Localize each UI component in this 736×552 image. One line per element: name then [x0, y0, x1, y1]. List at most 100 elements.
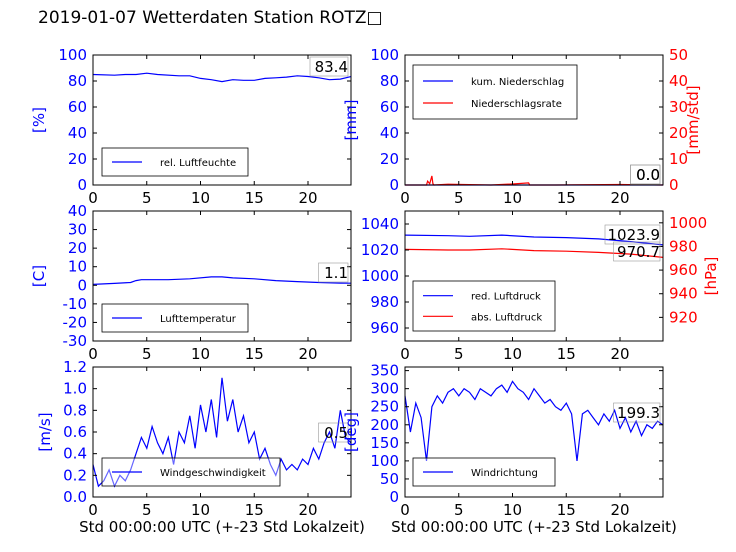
x-axis-label: Std 00:00:00 UTC (+-23 Std Lokalzeit) — [391, 518, 677, 536]
last-value: 1.1 — [324, 264, 348, 282]
series-line — [92, 377, 352, 488]
x-tick-label: 10 — [503, 501, 522, 519]
x-tick-label: 20 — [298, 345, 317, 363]
last-value-box — [309, 56, 349, 77]
series-line — [404, 234, 664, 246]
y-tick-label: 0 — [77, 176, 87, 194]
y-tick-label: 1000 — [361, 267, 399, 285]
y2-tick-label: 0 — [669, 176, 679, 194]
last-value-secondary: 0.0 — [636, 166, 660, 184]
y2-axis-label: [hPa] — [702, 257, 720, 296]
y2-tick-label: 1000 — [669, 214, 707, 232]
y2-tick-label: 20 — [669, 124, 688, 142]
x-tick-label: 15 — [245, 501, 264, 519]
y-tick-label: 0.8 — [63, 401, 87, 419]
chart-humidity: 0 5 10 15 20 0 20 40 60 80 100 [%] rel. Luftfeuchte 8… — [30, 46, 352, 207]
y-tick-label: 30 — [68, 221, 87, 239]
series-line — [404, 248, 664, 258]
last-value-secondary: 970.7 — [617, 243, 660, 261]
y2-tick-label: 40 — [669, 72, 688, 90]
y-tick-label: 60 — [68, 98, 87, 116]
series-line — [405, 175, 664, 186]
x-tick-label: 5 — [142, 345, 152, 363]
y-tick-label: 0 — [389, 176, 399, 194]
x-tick-label: 10 — [503, 189, 522, 207]
x-tick-label: 15 — [557, 189, 576, 207]
y-axis-label: [deg] — [342, 412, 360, 452]
x-tick-label: 20 — [298, 501, 317, 519]
y-tick-label: 200 — [370, 416, 399, 434]
y-tick-label: 0 — [77, 276, 87, 294]
plot-frame — [92, 54, 352, 186]
y-axis-label: [m/s] — [36, 412, 54, 451]
x-tick-label: 0 — [88, 501, 98, 519]
y-tick-label: 10 — [68, 258, 87, 276]
y-tick-label: 0.4 — [63, 445, 87, 463]
x-tick-label: 10 — [191, 189, 210, 207]
y-tick-label: -30 — [63, 332, 88, 350]
x-tick-label: 5 — [454, 501, 464, 519]
y-tick-label: 80 — [380, 72, 399, 90]
x-tick-label: 20 — [610, 501, 629, 519]
legend-label: Lufttemperatur — [160, 314, 237, 325]
legend-box — [412, 280, 556, 332]
legend-label: red. Luftdruck — [471, 292, 541, 303]
legend-label: Windrichtung — [471, 468, 538, 479]
chart-temperature: 0 5 10 15 20-30-20-10010203040[C]Lufttempera… — [30, 202, 352, 363]
y-tick-label: 100 — [370, 46, 399, 64]
y-axis-label: [mm] — [342, 100, 360, 141]
chart-wind_speed: 0 5 10 15 20 0.0 0.2 0.4 0.6 0.8 1.0 1.2 [m/s] Std 00… — [36, 358, 365, 536]
y-tick-label: 150 — [370, 434, 399, 452]
y-tick-label: 350 — [370, 362, 399, 380]
y-tick-label: 1020 — [361, 241, 399, 259]
y-tick-label: 1.2 — [63, 358, 87, 376]
y-tick-label: 250 — [370, 398, 399, 416]
legend-label: Niederschlagsrate — [471, 99, 562, 110]
legend-box — [412, 457, 556, 487]
x-tick-label: 10 — [191, 345, 210, 363]
plot-frame — [404, 366, 664, 498]
y-tick-label: 980 — [370, 293, 399, 311]
y-axis-label: [%] — [30, 107, 48, 133]
x-tick-label: 5 — [142, 189, 152, 207]
x-tick-label: 0 — [400, 189, 410, 207]
y-tick-label: 80 — [68, 72, 87, 90]
y2-tick-label: 980 — [669, 237, 698, 255]
last-value: 0.0 — [636, 166, 660, 184]
y2-tick-label: 50 — [669, 46, 688, 64]
legend-label: kum. Niederschlag — [471, 77, 564, 88]
y-tick-label: 0 — [389, 488, 399, 506]
y-tick-label: 1.0 — [63, 380, 87, 398]
legend-label: abs. Luftdruck — [471, 312, 542, 323]
y-tick-label: 0.6 — [63, 423, 87, 441]
y-tick-label: 100 — [370, 452, 399, 470]
y-tick-label: 20 — [68, 150, 87, 168]
y-tick-label: 960 — [370, 319, 399, 337]
last-value: 83.4 — [315, 58, 348, 76]
legend-box — [412, 64, 578, 120]
y-tick-label: 0.0 — [63, 488, 87, 506]
series-line — [92, 276, 352, 285]
series-line — [404, 380, 664, 461]
y-tick-label: 0.2 — [63, 466, 87, 484]
y-tick-label: 1040 — [361, 215, 399, 233]
chart-precip: 0 5 10 15 20 0 20 40 60 80 100 0 10 20 30 40 50 [mm] [mm/s… — [342, 46, 702, 207]
plot-frame — [92, 210, 352, 342]
y-axis-label: [C] — [30, 265, 48, 287]
x-tick-label: 5 — [454, 345, 464, 363]
legend-box — [101, 457, 281, 487]
y-tick-label: 50 — [380, 470, 399, 488]
plot-frame — [404, 54, 664, 186]
x-tick-label: 20 — [610, 345, 629, 363]
x-tick-label: 15 — [557, 345, 576, 363]
last-value: 1023.9 — [608, 226, 661, 244]
legend-label: Windgeschwindigkeit — [160, 468, 266, 479]
last-value-box — [613, 402, 661, 423]
y-tick-label: -10 — [63, 295, 88, 313]
y2-tick-label: 920 — [669, 308, 698, 326]
y2-tick-label: 960 — [669, 261, 698, 279]
x-tick-label: 0 — [88, 189, 98, 207]
last-value-box — [318, 422, 349, 443]
